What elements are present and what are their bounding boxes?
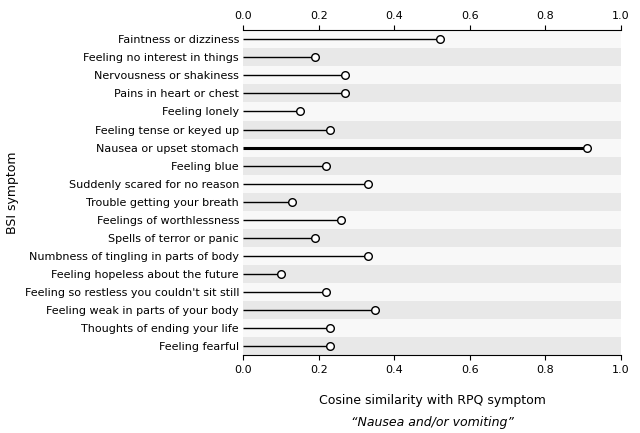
Bar [243,84,621,103]
Bar [243,157,621,174]
Bar [243,66,621,84]
Bar [243,174,621,193]
Bar [243,301,621,319]
Bar [243,265,621,283]
Bar [243,337,621,355]
Y-axis label: BSI symptom: BSI symptom [6,152,19,234]
Text: Cosine similarity with RPQ symptom: Cosine similarity with RPQ symptom [319,394,545,407]
Text: “Nausea and/or vomiting”: “Nausea and/or vomiting” [351,416,513,429]
Bar [243,193,621,211]
Bar [243,120,621,139]
Bar [243,139,621,157]
Bar [243,319,621,337]
Bar [243,30,621,48]
Bar [243,229,621,247]
Bar [243,103,621,120]
Bar [243,211,621,229]
Bar [243,247,621,265]
Bar [243,283,621,301]
Bar [243,48,621,66]
